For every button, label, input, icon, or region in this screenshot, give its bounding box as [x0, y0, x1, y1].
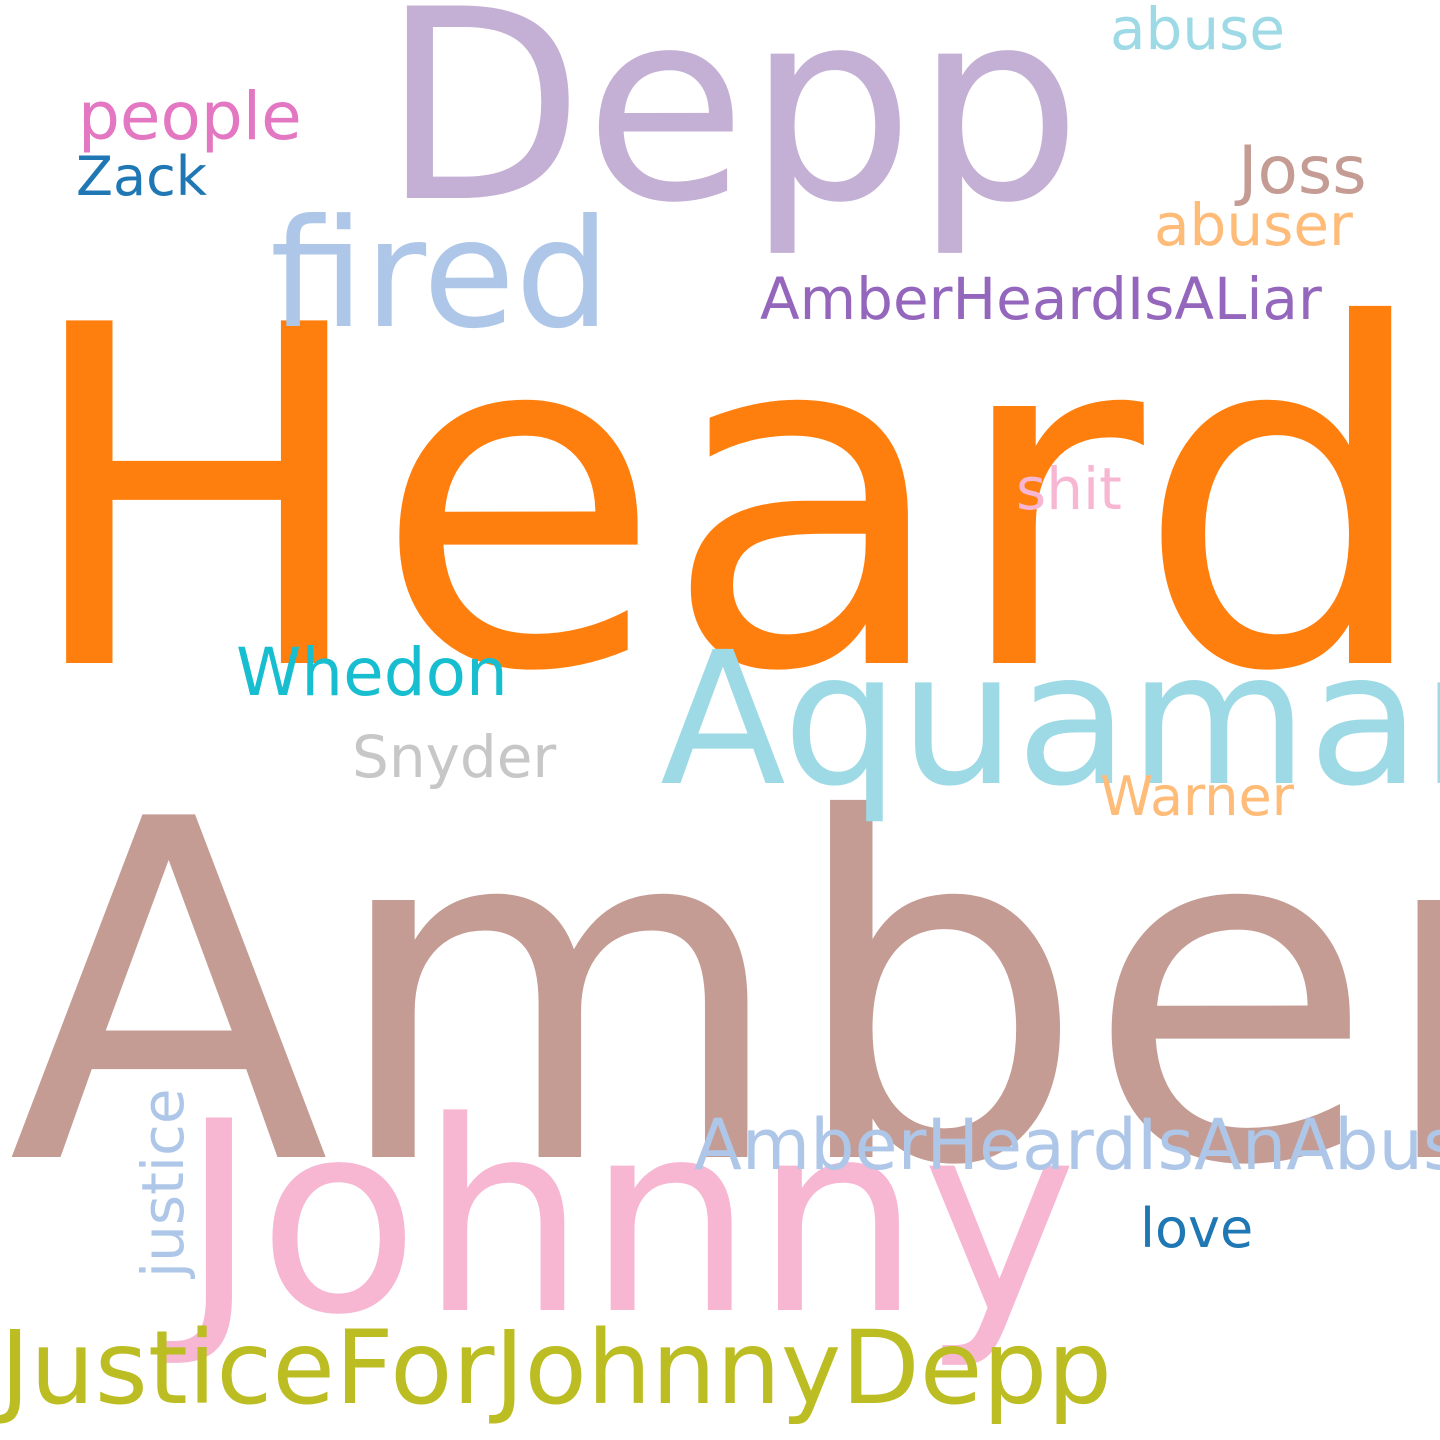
word-aquaman: Aquaman	[660, 613, 1440, 827]
word-snyder: Snyder	[352, 723, 557, 791]
word-abuse: abuse	[1110, 0, 1286, 63]
word-zack: Zack	[76, 145, 208, 208]
word-amberheard-is-an-abuser: AmberHeardIsAnAbuser	[694, 1104, 1440, 1186]
word-shit: shit	[1016, 455, 1122, 523]
word-joss: Joss	[1238, 132, 1367, 209]
word-abuser: abuser	[1154, 191, 1353, 259]
word-justicefor-johnnydepp: JusticeForJohnnyDepp	[0, 1309, 1112, 1428]
word-whedon: Whedon	[236, 634, 508, 711]
word-fired: fired	[270, 188, 611, 362]
word-warner: Warner	[1100, 765, 1294, 828]
word-justice-vertical: justice	[129, 1088, 197, 1278]
word-amber: Amber	[8, 721, 1440, 1268]
word-johnny: Johnny	[180, 1066, 1078, 1373]
word-people: people	[78, 78, 302, 155]
word-amberheard-is-a-liar: AmberHeardIsALiar	[760, 265, 1322, 333]
word-heard: Heard	[20, 227, 1434, 774]
word-love: love	[1140, 1197, 1254, 1260]
word-depp: Depp	[381, 0, 1082, 261]
